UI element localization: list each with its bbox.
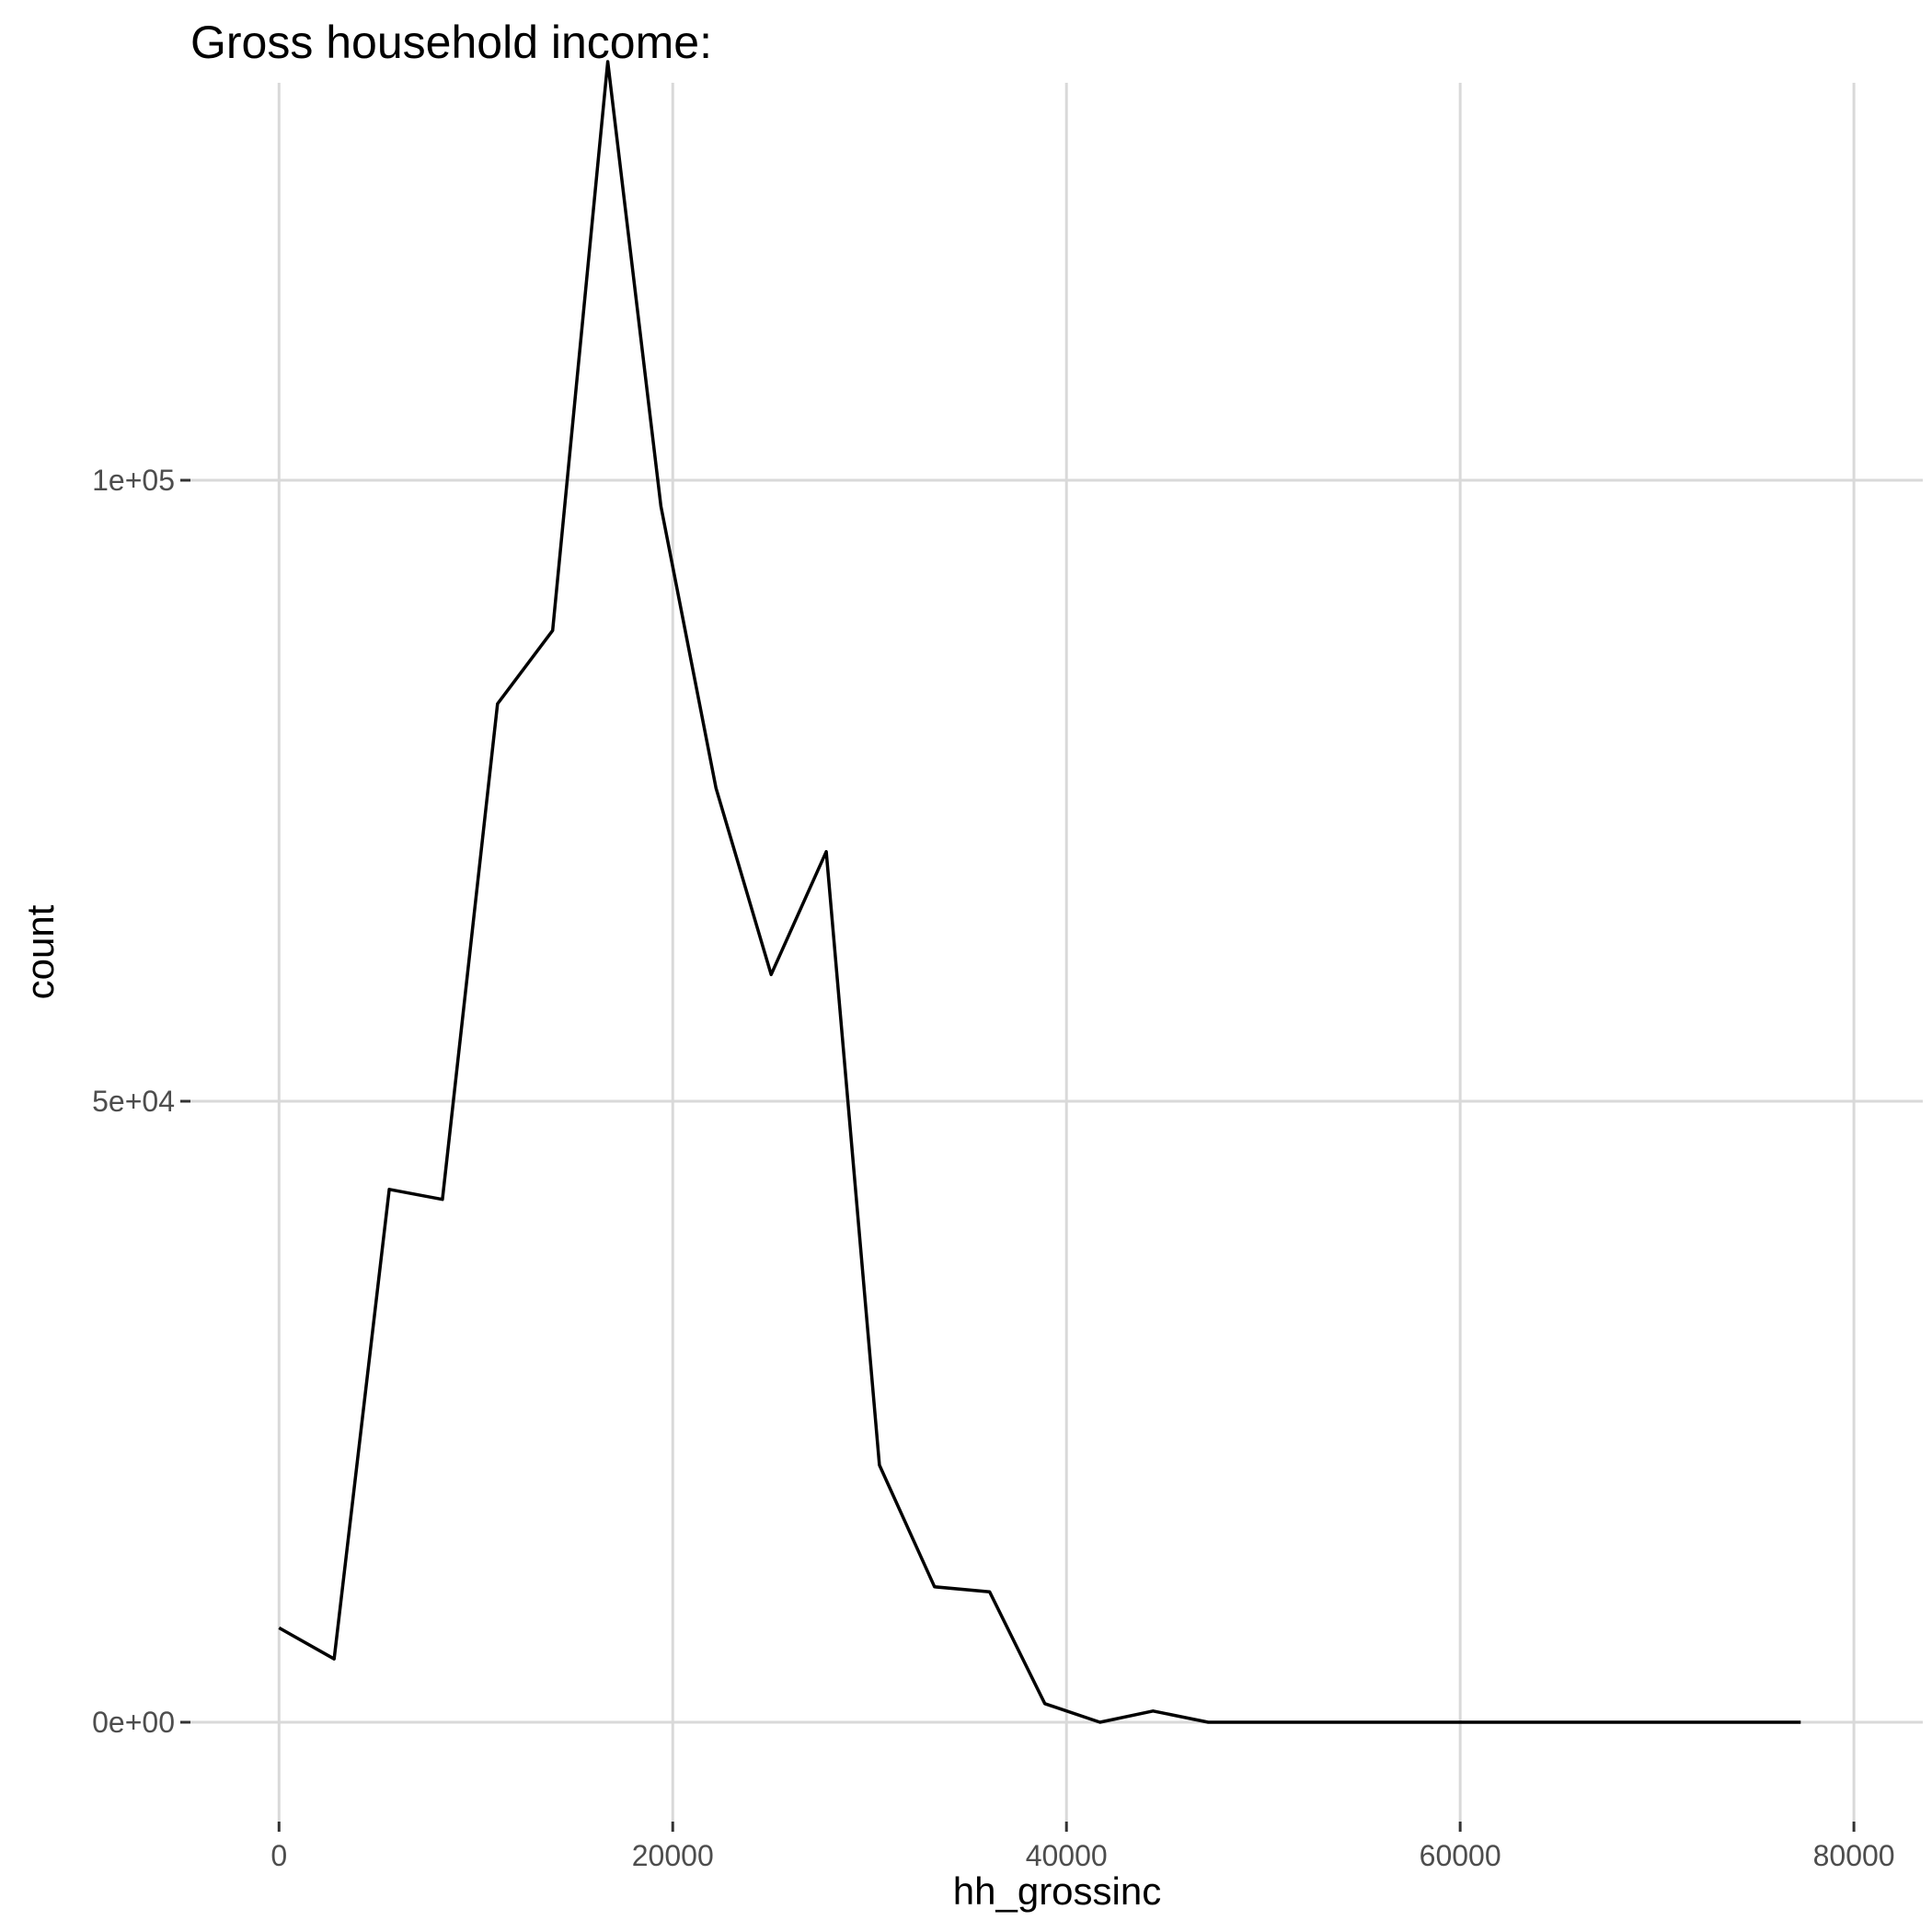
y-tick-label: 0e+00 xyxy=(92,1706,175,1739)
tick-layer: 0 20000 40000 60000 80000 0e+00 5e+04 1e+05 xyxy=(92,464,1894,1872)
chart-title: Gross household income: xyxy=(190,17,712,68)
x-tick-label: 20000 xyxy=(632,1839,714,1872)
y-axis-title: count xyxy=(18,904,62,999)
series-line xyxy=(278,60,1801,1724)
x-tick-label: 40000 xyxy=(1026,1839,1108,1872)
y-tick-label: 1e+05 xyxy=(92,464,175,497)
y-tick-label: 5e+04 xyxy=(92,1085,175,1118)
x-tick-label: 80000 xyxy=(1813,1839,1895,1872)
x-tick-label: 60000 xyxy=(1420,1839,1501,1872)
series-layer xyxy=(278,60,1801,1724)
x-axis-title: hh_grossinc xyxy=(953,1869,1161,1913)
grid-layer xyxy=(190,83,1923,1822)
x-tick-label: 0 xyxy=(270,1839,287,1872)
